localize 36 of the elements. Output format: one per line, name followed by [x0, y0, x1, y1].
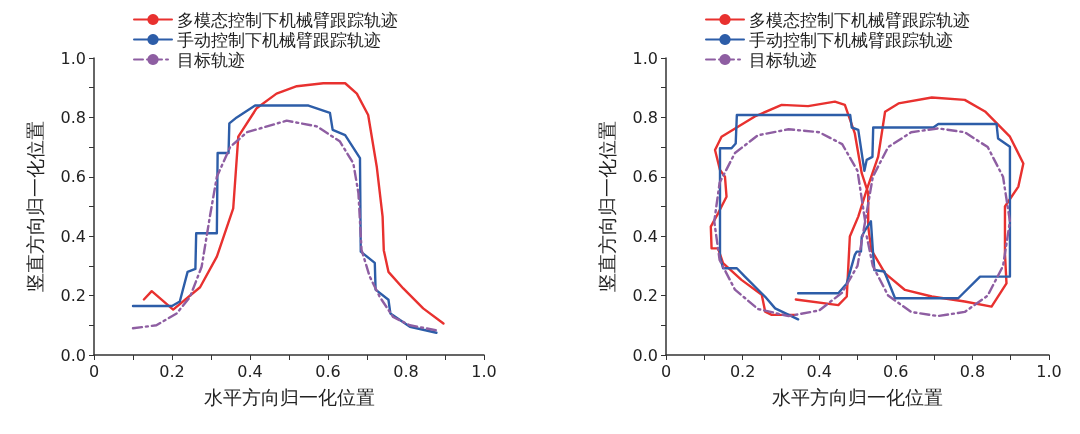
line-series [709, 96, 1025, 317]
y-tick-label: 0.6 [60, 167, 86, 187]
x-axis-title: 水平方向归一化位置 [772, 385, 943, 408]
y-tick-label: 0.2 [632, 286, 658, 306]
x-axis-title: 水平方向归一化位置 [203, 385, 375, 408]
legend-label: 手动控制下机械臂跟踪轨迹 [749, 29, 953, 50]
y-tick-label: 0.0 [632, 345, 658, 365]
y-axis-title: 竖直方向归一化位置 [595, 121, 618, 292]
x-tick-label: 1.0 [471, 361, 497, 381]
legend-label: 目标轨迹 [749, 49, 817, 70]
y-tick-label: 0.4 [632, 226, 658, 246]
x-tick-label: 0.2 [159, 361, 185, 381]
x-tick-label: 0.6 [315, 361, 341, 381]
y-tick-label: 0.8 [632, 107, 658, 127]
legend-label: 多模态控制下机械臂跟踪轨迹 [749, 9, 970, 30]
x-tick-label: 0.2 [729, 361, 756, 381]
legend-label: 多模态控制下机械臂跟踪轨迹 [177, 9, 398, 30]
x-tick-label: 0.6 [883, 361, 909, 381]
legend-label: 手动控制下机械臂跟踪轨迹 [177, 29, 381, 50]
y-tick-label: 1.0 [60, 48, 86, 68]
y-tick-label: 0.4 [60, 226, 86, 246]
x-tick-label: 0 [88, 361, 100, 381]
x-tick-label: 0.8 [959, 361, 986, 381]
x-tick-label: 0.4 [806, 361, 832, 381]
x-tick-label: 0.8 [393, 361, 419, 381]
y-tick-label: 0.0 [60, 345, 86, 365]
x-tick-label: 0.4 [237, 361, 263, 381]
x-tick-label: 0 [660, 361, 672, 381]
legend-label: 目标轨迹 [177, 49, 245, 70]
y-axis-title: 竖直方向归一化位置 [23, 121, 46, 292]
y-tick-label: 0.8 [60, 107, 86, 127]
x-tick-label: 1.0 [1036, 361, 1062, 381]
line-series [142, 82, 445, 325]
y-tick-label: 0.2 [60, 286, 86, 306]
y-tick-label: 0.6 [632, 167, 658, 187]
y-tick-label: 1.0 [632, 48, 658, 68]
